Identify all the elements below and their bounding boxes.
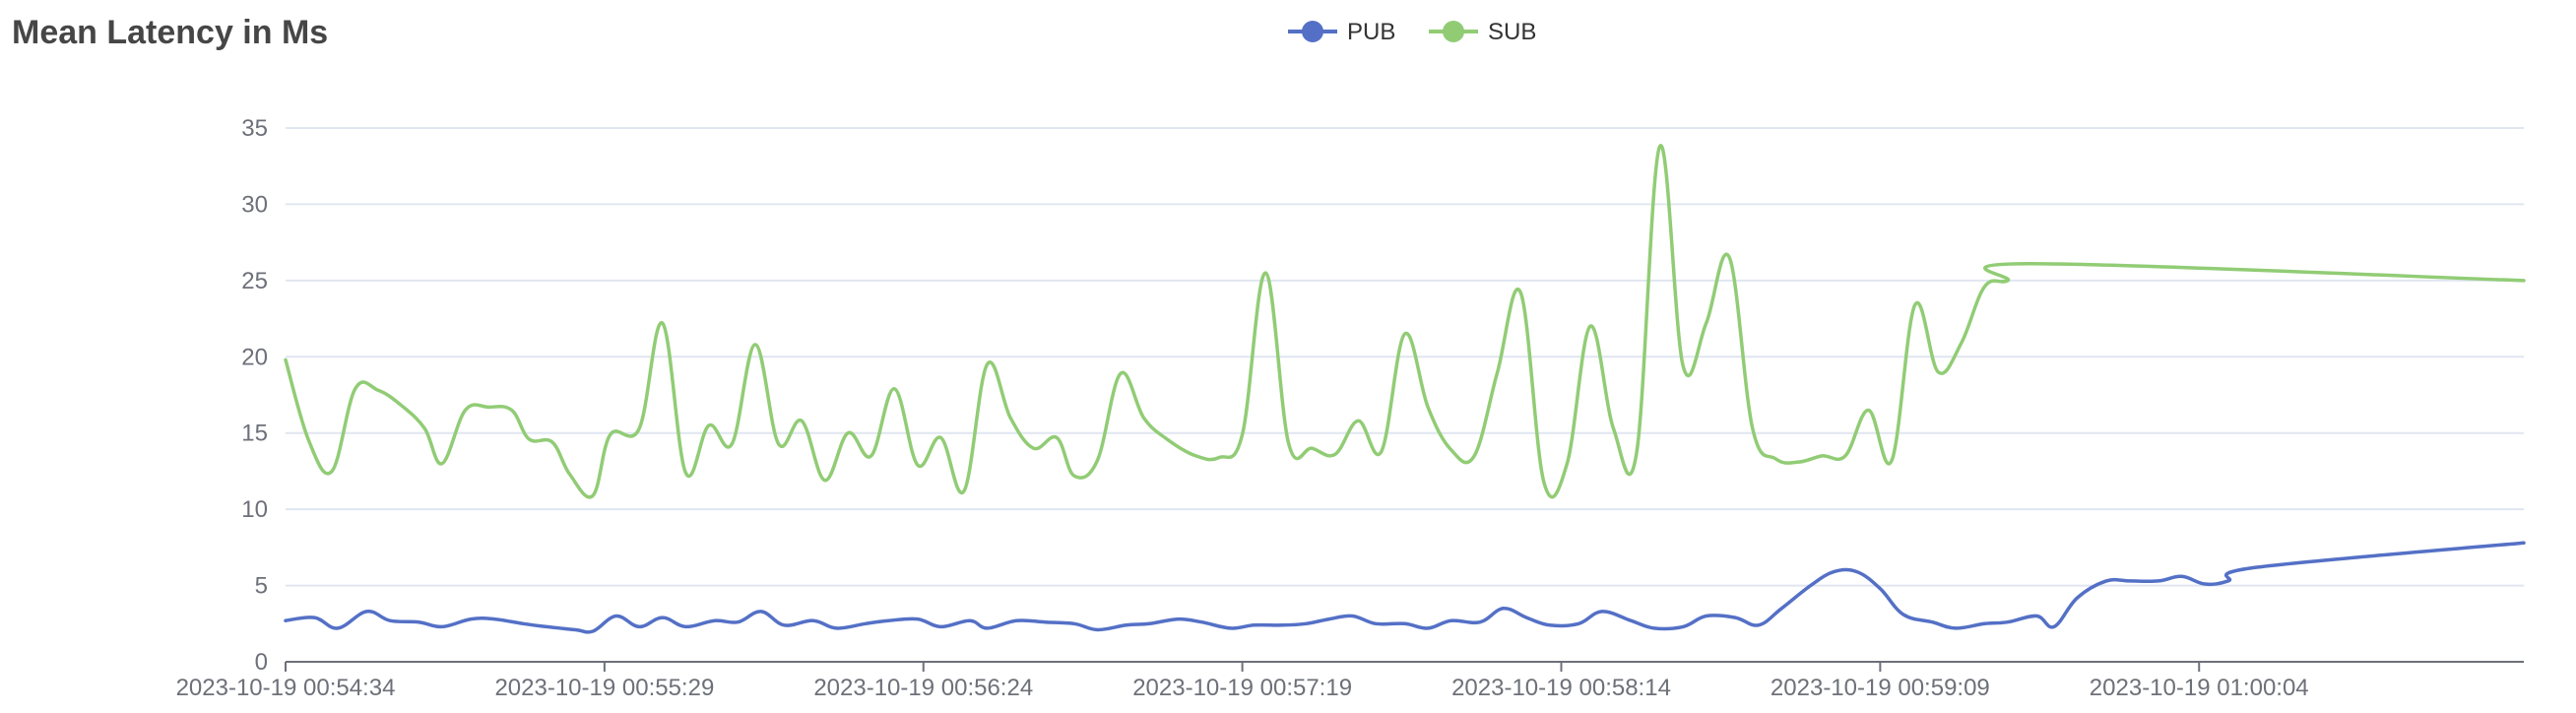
legend-marker-icon — [1443, 21, 1464, 42]
x-tick-label: 2023-10-19 00:59:09 — [1771, 675, 1990, 701]
y-tick-label: 5 — [255, 573, 268, 600]
y-axis: 0 5 10 15 20 25 30 35 — [241, 115, 268, 676]
x-axis: 2023-10-19 00:54:34 2023-10-19 00:55:29 20… — [176, 661, 2524, 701]
x-tick-label: 2023-10-19 01:00:04 — [2090, 675, 2309, 701]
legend[interactable]: PUB SUB — [1288, 19, 1536, 45]
series-lines — [284, 144, 2526, 634]
legend-item-sub[interactable]: SUB — [1429, 19, 1536, 45]
chart-title: Mean Latency in Ms — [12, 14, 329, 51]
legend-item-pub[interactable]: PUB — [1288, 19, 1395, 45]
series-line-sub — [284, 144, 2526, 499]
y-tick-label: 35 — [241, 115, 268, 142]
x-tick-label: 2023-10-19 00:57:19 — [1132, 675, 1352, 701]
x-tick-label: 2023-10-19 00:58:14 — [1451, 675, 1671, 701]
legend-label: PUB — [1347, 19, 1395, 45]
x-tick-label: 2023-10-19 00:56:24 — [813, 675, 1033, 701]
y-tick-label: 30 — [241, 191, 268, 218]
y-tick-label: 15 — [241, 421, 268, 447]
legend-label: SUB — [1488, 19, 1536, 45]
y-tick-label: 25 — [241, 268, 268, 294]
legend-marker-icon — [1302, 21, 1323, 42]
y-tick-label: 10 — [241, 496, 268, 523]
series-line-pub — [284, 541, 2526, 634]
x-tick-label: 2023-10-19 00:55:29 — [494, 675, 714, 701]
y-tick-label: 20 — [241, 344, 268, 370]
x-tick-label: 2023-10-19 00:54:34 — [176, 675, 396, 701]
y-tick-label: 0 — [255, 649, 268, 676]
grid-lines — [286, 127, 2524, 587]
